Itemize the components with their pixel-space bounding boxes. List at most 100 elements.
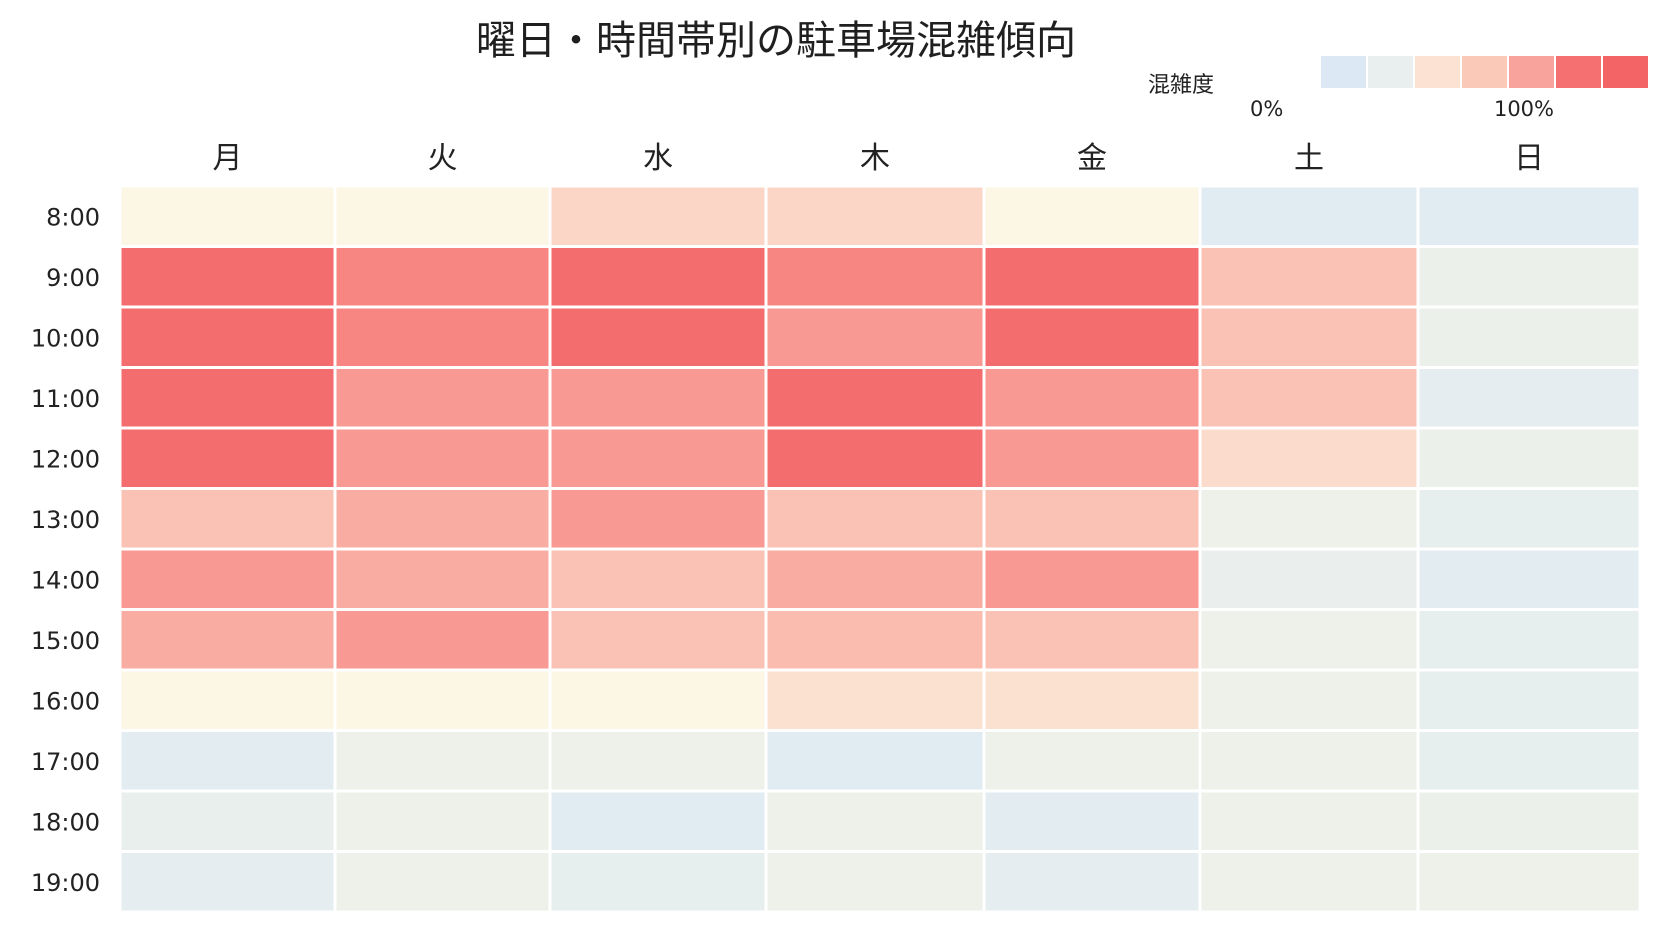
heatmap-cell	[764, 426, 986, 490]
heatmap-cell	[1416, 547, 1642, 611]
heatmap-cell	[1416, 608, 1642, 672]
heatmap-cell	[118, 608, 337, 672]
heatmap-cell	[764, 305, 986, 369]
heatmap-cell	[118, 668, 337, 732]
heatmap-cell	[1198, 426, 1420, 490]
heatmap-cell	[982, 668, 1202, 732]
heatmap-cell	[333, 547, 552, 611]
heatmap-cell	[548, 547, 768, 611]
day-axis-labels: 月火水木金土日	[213, 141, 1545, 176]
hour-label: 8:00	[46, 203, 100, 231]
heatmap-cell	[764, 366, 986, 430]
heatmap-cell	[1416, 850, 1642, 914]
day-label: 金	[1077, 141, 1107, 176]
heatmap-cell	[982, 608, 1202, 672]
colorbar-label: 混雑度	[1148, 73, 1214, 98]
heatmap-cell	[1416, 184, 1642, 248]
heatmap-cells	[118, 184, 1642, 914]
heatmap-cell	[118, 184, 337, 248]
colorbar-swatches	[1319, 54, 1650, 90]
heatmap-cell	[1198, 245, 1420, 309]
heatmap-cell	[1198, 850, 1420, 914]
colorbar-swatch	[1413, 54, 1462, 90]
heatmap-cell	[764, 547, 986, 611]
colorbar-swatch	[1507, 54, 1556, 90]
heatmap-cell	[333, 789, 552, 853]
heatmap-cell	[333, 366, 552, 430]
heatmap-cell	[118, 547, 337, 611]
heatmap-cell	[982, 729, 1202, 793]
heatmap-cell	[982, 850, 1202, 914]
heatmap-cell	[118, 305, 337, 369]
heatmap-cell	[548, 729, 768, 793]
heatmap-cell	[982, 547, 1202, 611]
hour-label: 19:00	[31, 869, 100, 897]
colorbar-swatch	[1460, 54, 1509, 90]
hour-label: 9:00	[46, 264, 100, 292]
heatmap-cell	[764, 789, 986, 853]
heatmap-cell	[982, 487, 1202, 551]
heatmap-cell	[1198, 184, 1420, 248]
hour-label: 15:00	[31, 627, 100, 655]
heatmap-cell	[982, 366, 1202, 430]
heatmap-cell	[1416, 729, 1642, 793]
heatmap-cell	[333, 668, 552, 732]
heatmap-cell	[982, 245, 1202, 309]
heatmap-cell	[764, 850, 986, 914]
heatmap-cell	[548, 487, 768, 551]
heatmap-cell	[118, 426, 337, 490]
heatmap-cell	[1416, 426, 1642, 490]
heatmap-cell	[548, 850, 768, 914]
hour-label: 11:00	[31, 385, 100, 413]
hour-label: 16:00	[31, 687, 100, 715]
day-label: 土	[1294, 141, 1324, 176]
day-label: 水	[643, 141, 673, 176]
heatmap-cell	[548, 184, 768, 248]
heatmap-cell	[764, 668, 986, 732]
heatmap-cell	[333, 245, 552, 309]
hour-label: 12:00	[31, 445, 100, 473]
heatmap-cell	[333, 184, 552, 248]
heatmap-cell	[1198, 608, 1420, 672]
heatmap-cell	[982, 426, 1202, 490]
colorbar-legend: 混雑度 0% 100%	[1148, 54, 1650, 121]
day-label: 日	[1514, 141, 1544, 176]
heatmap-cell	[333, 305, 552, 369]
heatmap-cell	[1198, 487, 1420, 551]
heatmap-cell	[1416, 305, 1642, 369]
heatmap-cell	[1198, 668, 1420, 732]
heatmap-cell	[1198, 366, 1420, 430]
colorbar-swatch	[1319, 54, 1368, 90]
heatmap-cell	[333, 850, 552, 914]
heatmap-cell	[1198, 547, 1420, 611]
heatmap-cell	[118, 366, 337, 430]
heatmap-cell	[764, 729, 986, 793]
colorbar-swatch	[1366, 54, 1415, 90]
heatmap-cell	[1416, 245, 1642, 309]
heatmap-cell	[548, 789, 768, 853]
heatmap-cell	[1416, 668, 1642, 732]
heatmap-cell	[764, 245, 986, 309]
hour-axis-labels: 8:00 9:00 10:00 11:00 12:00 13:00 14:00 15:00 16…	[31, 203, 100, 897]
heatmap-cell	[333, 608, 552, 672]
heatmap-cell	[333, 426, 552, 490]
heatmap-cell	[1198, 729, 1420, 793]
heatmap-cell	[982, 789, 1202, 853]
day-label: 月	[213, 141, 243, 176]
heatmap-cell	[1416, 487, 1642, 551]
colorbar-swatch	[1554, 54, 1603, 90]
heatmap-cell	[118, 789, 337, 853]
heatmap-cell	[118, 729, 337, 793]
heatmap-cell	[764, 608, 986, 672]
hour-label: 14:00	[31, 566, 100, 594]
heatmap-cell	[764, 184, 986, 248]
heatmap-cell	[982, 184, 1202, 248]
day-label: 木	[860, 141, 890, 176]
heatmap-cell	[548, 305, 768, 369]
colorbar-max-label: 100%	[1494, 97, 1554, 121]
heatmap-cell	[548, 245, 768, 309]
heatmap-cell	[548, 668, 768, 732]
heatmap-cell	[118, 245, 337, 309]
heatmap-cell	[548, 366, 768, 430]
